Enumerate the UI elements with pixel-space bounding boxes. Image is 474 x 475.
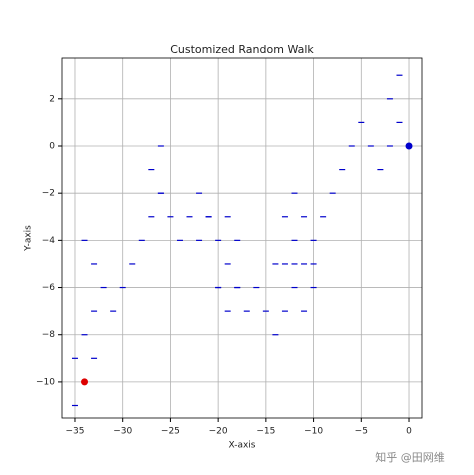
x-tick-label: −15 — [256, 427, 275, 437]
y-tick-label: −4 — [42, 236, 56, 246]
y-tick-label: −8 — [42, 330, 56, 340]
watermark: 知乎 @田网维 — [375, 450, 445, 464]
x-tick-label: −20 — [209, 427, 228, 437]
point — [81, 378, 89, 386]
y-tick-label: −2 — [42, 189, 55, 199]
y-tick-label: −6 — [42, 283, 56, 293]
x-axis-label: X-axis — [229, 441, 256, 451]
y-tick-label: 2 — [49, 94, 55, 104]
chart-title: Customized Random Walk — [170, 43, 314, 56]
x-tick-label: 0 — [406, 427, 412, 437]
x-tick-label: −35 — [65, 427, 84, 437]
point — [405, 142, 413, 150]
x-tick-label: −25 — [161, 427, 180, 437]
x-tick-label: −30 — [113, 427, 132, 437]
x-tick-label: −10 — [304, 427, 323, 437]
plot-frame — [61, 57, 423, 419]
y-tick-label: −10 — [36, 377, 55, 387]
y-axis-label: Y-axis — [24, 225, 34, 252]
x-tick-label: −5 — [355, 427, 368, 437]
y-tick-label: 0 — [49, 141, 55, 151]
